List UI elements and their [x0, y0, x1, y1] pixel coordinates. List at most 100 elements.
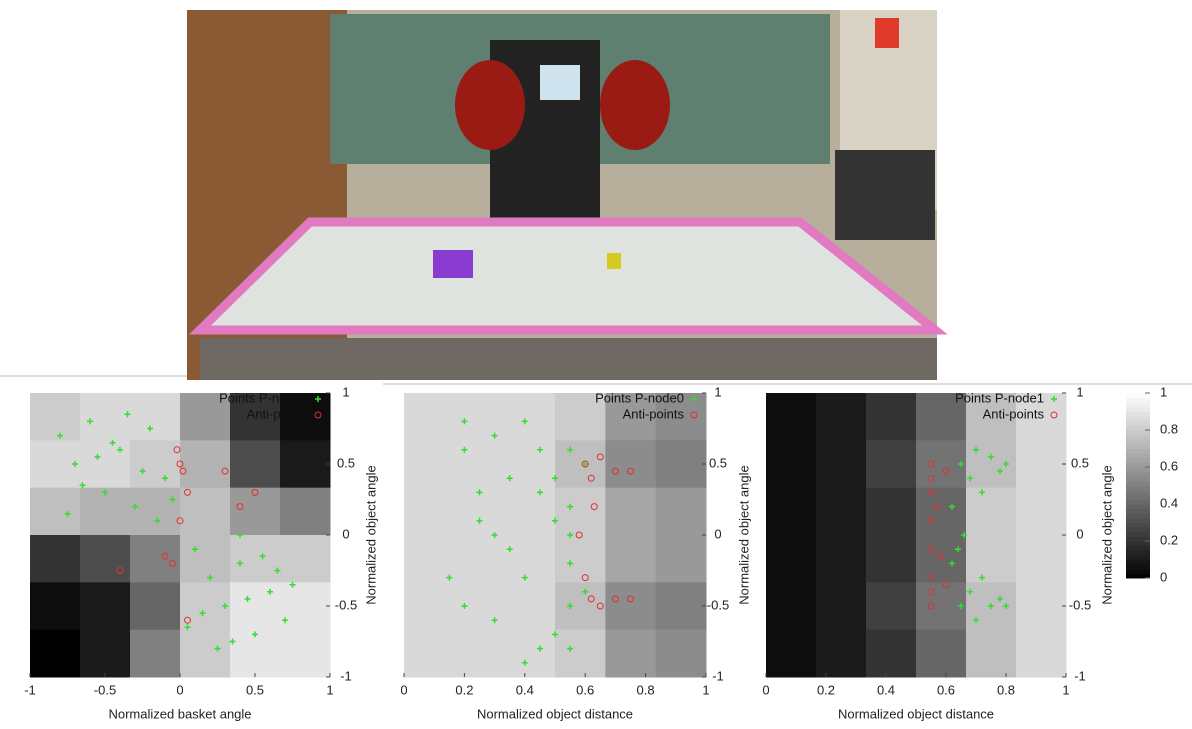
heatmap-cell	[404, 582, 455, 631]
point	[491, 432, 498, 439]
colorbar-step	[1126, 420, 1150, 426]
point	[274, 567, 281, 574]
anti-point	[927, 602, 935, 610]
point	[967, 475, 973, 482]
colorbar-tick-label: 1	[1160, 384, 1167, 399]
point	[979, 489, 985, 496]
point	[988, 453, 994, 460]
point	[552, 475, 558, 482]
point	[521, 574, 528, 581]
anti-point	[221, 467, 229, 475]
heatmap-cell	[230, 629, 281, 678]
heatmap-cell	[130, 393, 181, 441]
point	[567, 532, 574, 538]
point	[229, 638, 236, 645]
heatmap-cell	[655, 535, 707, 583]
colorbar-step	[1126, 564, 1150, 570]
heatmap-cell	[80, 440, 131, 489]
y-tick-label: 1	[714, 384, 721, 399]
point	[222, 603, 228, 609]
point	[967, 588, 973, 595]
anti-point	[590, 503, 598, 511]
point	[536, 489, 543, 496]
point	[491, 532, 498, 538]
heatmap-cell	[966, 393, 1017, 441]
anti-point	[627, 595, 634, 603]
point	[94, 453, 101, 460]
heatmap-cell	[404, 535, 455, 583]
legend-marker	[1050, 411, 1058, 419]
colorbar-tick-label: 0.8	[1160, 421, 1178, 436]
point	[949, 560, 955, 567]
legend-label: Points P-node0	[595, 390, 684, 405]
point	[147, 425, 153, 432]
point	[259, 553, 266, 560]
heatmap-cell	[504, 582, 556, 631]
heatmap-cell	[655, 393, 707, 441]
heatmap-cell	[180, 535, 231, 583]
point	[282, 617, 288, 624]
point	[214, 645, 221, 652]
heatmap-cell	[816, 487, 867, 536]
x-tick-label: 0.4	[877, 682, 895, 697]
heatmap-cell	[655, 440, 707, 489]
heatmap-cell	[605, 487, 657, 536]
anti-point	[933, 503, 941, 511]
point	[521, 659, 528, 666]
heatmap-cell	[180, 487, 231, 536]
point	[184, 624, 191, 631]
heatmap-cell	[504, 629, 556, 678]
heatmap-cell	[180, 629, 231, 678]
heatmap-cell	[404, 440, 455, 489]
heatmap-cell	[555, 629, 606, 678]
heatmap-cell	[80, 582, 131, 631]
point	[958, 461, 964, 467]
heatmap-cell	[555, 393, 606, 441]
anti-point	[116, 567, 124, 574]
anti-point	[236, 503, 244, 511]
x-tick-label: 0.2	[455, 682, 473, 697]
heatmap-cell	[655, 582, 707, 631]
point	[536, 645, 543, 652]
photo	[187, 10, 948, 380]
heatmap-cell	[866, 582, 917, 631]
heatmap-cell	[655, 487, 707, 536]
x-axis-label: Normalized basket angle	[108, 706, 251, 721]
heatmap-cell	[230, 535, 281, 583]
point	[132, 503, 138, 510]
heatmap-cell	[816, 629, 867, 678]
point	[1003, 461, 1009, 467]
x-tick-label: 0	[176, 682, 183, 697]
heatmap-cell	[30, 393, 81, 441]
x-tick-label: 1	[1062, 682, 1069, 697]
point	[973, 446, 979, 453]
point	[997, 595, 1003, 602]
colorbar-step	[1126, 522, 1150, 528]
point	[955, 546, 961, 553]
colorbar-step	[1126, 550, 1150, 556]
heatmap-cell	[605, 393, 657, 441]
anti-point	[596, 602, 604, 610]
point	[552, 631, 558, 638]
colorbar-step	[1126, 494, 1150, 500]
colorbar-step	[1126, 416, 1150, 422]
anti-point	[176, 460, 184, 468]
x-tick-label: 1	[326, 682, 333, 697]
point	[199, 610, 206, 617]
heatmap-cell	[130, 629, 181, 678]
point	[961, 532, 967, 538]
heatmap-cell	[766, 487, 817, 536]
heatmap-cell	[280, 629, 331, 678]
y-tick-label: -0.5	[1069, 597, 1091, 612]
heatmap-cell	[30, 487, 81, 536]
heatmap-cell	[280, 582, 331, 631]
point	[567, 446, 574, 453]
heatmap-cell	[280, 487, 331, 536]
point	[267, 588, 273, 595]
y-tick-label: -1	[340, 668, 352, 683]
anti-point	[173, 446, 181, 454]
anti-point	[927, 474, 935, 482]
heatmap-cell	[130, 535, 181, 583]
colorbar-step	[1126, 457, 1150, 463]
legend-marker	[691, 396, 697, 402]
